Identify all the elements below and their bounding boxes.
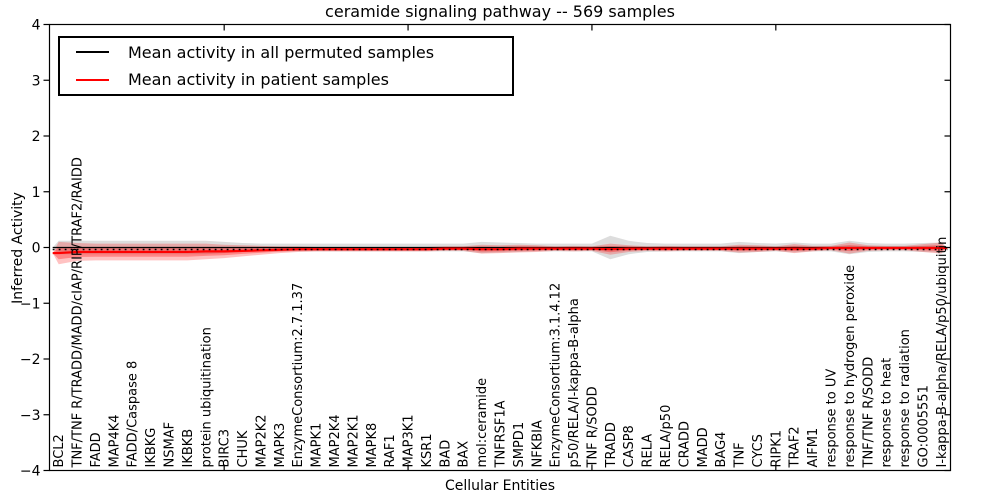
y-tick-label: 4 [32,18,41,34]
x-category-label: TNF R/SODD [585,386,600,468]
x-category-label: RIPK1 [769,430,784,468]
x-category-label: AIFM1 [806,428,821,468]
x-category-label: I-kappa-B-alpha/RELA/p50/ubiquitin [935,237,950,468]
y-tick-label: −3 [20,408,41,424]
patient-mean-line [52,246,948,255]
x-category-label: MADD [696,427,711,467]
x-category-label: IKBKB [181,429,196,468]
x-category-label: BIRC3 [218,429,233,468]
x-category-label: BAX [457,441,472,468]
x-category-label: RELA/p50 [659,405,674,468]
x-category-label: BAG4 [714,432,729,468]
chart-title: ceramide signaling pathway -- 569 sample… [325,2,675,21]
x-category-label: KSR1 [420,433,435,467]
x-category-label: response to UV [824,369,839,468]
patient-line-swatch [76,78,109,81]
legend-item-permuted: Mean activity in all permuted samples [60,39,512,65]
x-category-label: GO:0005551 [916,385,931,467]
x-category-label: TRAF2 [788,426,803,468]
x-category-label: CYCS [751,434,766,467]
x-category-label: CASP8 [622,425,637,467]
x-category-label: TNF/TNF R/TRADD/MADD/cIAP/RIP/TRAF2/RAID… [71,157,86,468]
x-category-label: response to radiation [898,329,913,467]
x-category-label: EnzymeConsortium:3.1.4.12 [549,283,564,468]
x-category-label: mol:ceramide [475,378,490,468]
x-category-label: p50/RELA/I-kappa-B-alpha [567,298,582,467]
x-category-label: MAP2K1 [346,414,361,467]
x-category-label: CRADD [677,421,692,468]
x-category-label: TNF/TNF R/SODD [861,357,876,469]
x-category-label: TNFRSF1A [494,400,509,468]
y-tick-label: 3 [32,73,41,89]
x-category-label: MAP4K4 [107,414,122,467]
x-category-label: MAP3K1 [402,414,417,467]
x-category-label: MAPK1 [310,423,325,468]
x-category-label: TRADD [604,422,619,468]
x-category-label: protein ubiquitination [199,327,214,467]
y-tick-label: 0 [32,241,41,257]
x-category-label: response to hydrogen peroxide [843,265,858,468]
x-category-label: MAPK3 [273,423,288,468]
x-axis-label: Cellular Entities [444,478,556,494]
x-category-label: BCL2 [52,434,67,467]
x-category-label: MAP2K2 [254,414,269,467]
legend-label-patient: Mean activity in patient samples [128,70,389,90]
x-category-label: SMPD1 [512,422,527,468]
x-category-label: RAF1 [383,434,398,467]
legend-item-patient: Mean activity in patient samples [60,67,512,93]
x-category-label: CHUK [236,430,251,467]
x-category-label: TNF [733,442,748,468]
x-category-label: NFKBIA [530,420,545,467]
x-category-label: EnzymeConsortium:2.7.1.37 [291,283,306,468]
permuted-line-swatch [76,51,109,54]
legend-label-permuted: Mean activity in all permuted samples [128,42,435,62]
x-category-label: FADD/Caspase 8 [126,361,141,468]
y-tick-label: 2 [32,129,41,145]
x-category-label: BAD [438,440,453,468]
x-category-label: MAPK8 [365,423,380,468]
x-category-label: NSMAF [163,422,178,468]
x-category-label: RELA [641,434,656,468]
y-tick-label: −1 [20,296,41,312]
y-tick-label: −2 [20,352,41,368]
x-category-label: FADD [89,432,104,467]
legend: Mean activity in all permuted samples Me… [58,36,514,96]
x-category-label: MAP2K4 [328,414,343,467]
x-category-label: response to heat [880,358,895,468]
y-tick-label: −4 [20,464,41,480]
y-tick-label: 1 [32,185,41,201]
x-category-label: IKBKG [144,428,159,468]
